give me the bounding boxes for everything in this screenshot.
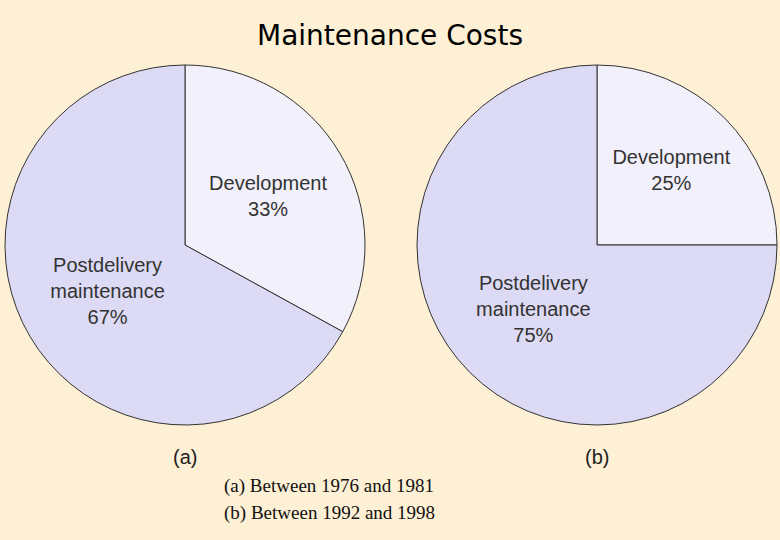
- svg-text:(a): (a): [173, 446, 197, 468]
- svg-text:Postdeliverymaintenance67%: Postdeliverymaintenance67%: [50, 254, 165, 328]
- svg-text:Maintenance Costs: Maintenance Costs: [257, 19, 523, 52]
- svg-text:Development25%: Development25%: [612, 146, 730, 194]
- svg-text:Development33%: Development33%: [209, 172, 327, 220]
- svg-text:(a) Between 1976 and 1981: (a) Between 1976 and 1981: [224, 475, 434, 497]
- svg-text:Postdeliverymaintenance75%: Postdeliverymaintenance75%: [476, 272, 591, 346]
- svg-text:(b) Between 1992 and 1998: (b) Between 1992 and 1998: [224, 502, 435, 524]
- svg-text:(b): (b): [585, 446, 609, 468]
